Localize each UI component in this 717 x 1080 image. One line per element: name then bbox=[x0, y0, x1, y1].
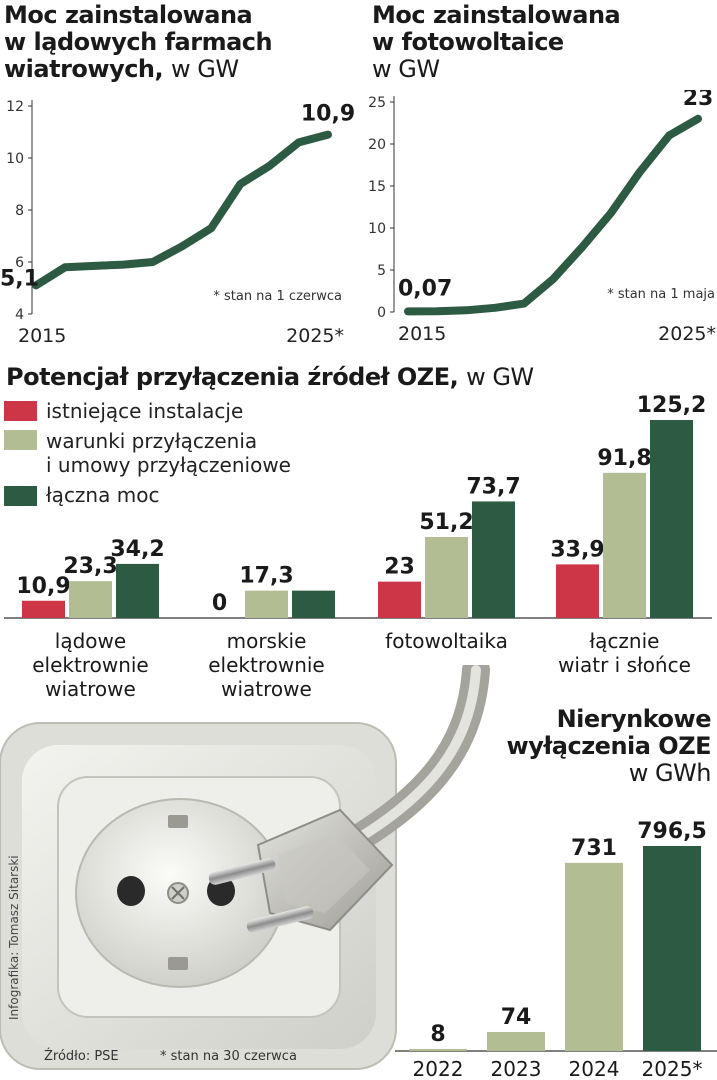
legend-swatch-dark-green bbox=[4, 486, 37, 506]
potential-bar bbox=[116, 563, 159, 618]
potential-category-label: wiatrowe bbox=[45, 677, 136, 700]
curtailment-category-label: 2024 bbox=[569, 1057, 620, 1080]
potential-bar-label: 91,8 bbox=[597, 446, 651, 471]
wind-y-tick-label: 10 bbox=[6, 151, 24, 167]
curtailment-title-line-1: Nierynkowe bbox=[556, 705, 712, 733]
author-credit: Infografika: Tomasz Sitarski bbox=[5, 855, 23, 1020]
pv-x-label-end: 2025* bbox=[658, 323, 716, 345]
wind-y-tick-label: 4 bbox=[15, 307, 24, 323]
pv-y-tick-label: 10 bbox=[368, 221, 386, 237]
potential-bar-chart: 10,923,334,2lądoweelektrowniewiatrowe017… bbox=[4, 393, 712, 700]
potential-bar bbox=[292, 590, 335, 618]
curtailment-category-label: 2022 bbox=[413, 1057, 464, 1080]
pv-y-tick-label: 0 bbox=[377, 305, 386, 321]
curtailment-bar-label: 796,5 bbox=[637, 819, 707, 844]
socket-plug-illustration bbox=[0, 665, 490, 1070]
wind-first-value-label: 5,1 bbox=[0, 266, 39, 291]
author-credit-text: Infografika: Tomasz Sitarski bbox=[7, 855, 21, 1020]
potential-bar bbox=[650, 420, 693, 618]
pv-unit: w GW bbox=[372, 55, 440, 83]
potential-chart-title: Potencjał przyłączenia źródeł OZE, w GW bbox=[6, 364, 534, 391]
potential-bar-label: 10,9 bbox=[16, 574, 70, 599]
plug-pin-bottom bbox=[246, 906, 314, 933]
potential-bar-label: 33,9 bbox=[550, 537, 604, 562]
pv-y-tick-label: 20 bbox=[368, 137, 386, 153]
wind-title-line-3: wiatrowych, bbox=[4, 55, 164, 83]
pv-title-line-2: w fotowoltaice bbox=[372, 28, 564, 56]
potential-bar-label: 23,3 bbox=[63, 554, 117, 579]
wind-x-label-start: 2015 bbox=[18, 325, 66, 347]
wind-x-label-end: 2025* bbox=[286, 325, 344, 347]
potential-title-text: Potencjał przyłączenia źródeł OZE, bbox=[6, 363, 459, 391]
potential-category-label: elektrownie bbox=[32, 653, 149, 677]
potential-bar-label: 0 bbox=[212, 591, 227, 616]
legend-label-conditions-1: warunki przyłączenia bbox=[46, 429, 258, 453]
wind-y-tick-label: 8 bbox=[15, 203, 24, 219]
potential-bar bbox=[603, 472, 646, 618]
wind-title-line-2: w lądowych farmach bbox=[4, 28, 273, 56]
potential-category-label: łącznie bbox=[590, 629, 660, 653]
curtailment-unit: w GWh bbox=[628, 759, 712, 787]
curtailment-bar-chart: 8 2022 74 2023 731 2024 796,5 2025* bbox=[395, 819, 717, 1080]
legend-swatch-light-green bbox=[4, 430, 37, 450]
potential-category-label: morskie bbox=[227, 629, 307, 653]
pv-chart-title: Moc zainstalowana w fotowoltaice w GW bbox=[372, 1, 621, 83]
pv-y-tick-label: 15 bbox=[368, 179, 386, 195]
pv-note: * stan na 1 maja bbox=[607, 287, 715, 302]
curtailment-title-line-2: wyłączenia OZE bbox=[506, 732, 712, 760]
curtailment-bar bbox=[487, 1031, 545, 1051]
pv-first-value-label: 0,07 bbox=[398, 276, 452, 301]
wind-note: * stan na 1 czerwca bbox=[213, 289, 342, 304]
pv-line-chart: 0 5 10 15 20 25 0,07 23 2015 2025* * stan na 1 maj… bbox=[368, 90, 716, 345]
legend-label-existing: istniejące instalacje bbox=[46, 399, 244, 423]
curtailment-bar-label: 74 bbox=[501, 1005, 532, 1030]
potential-bar bbox=[69, 581, 112, 618]
pv-title-line-1: Moc zainstalowana bbox=[372, 1, 621, 29]
potential-category-label: elektrownie bbox=[208, 653, 325, 677]
wind-title-line-1: Moc zainstalowana bbox=[4, 1, 253, 29]
wind-line-chart: 4 6 8 10 12 5,1 10,9 2015 2025* * stan na 1 czerw… bbox=[0, 99, 355, 347]
potential-bar bbox=[472, 501, 515, 618]
potential-category-label: wiatrowe bbox=[221, 677, 312, 700]
potential-bar-label: 23 bbox=[384, 555, 415, 580]
potential-bar-label: 34,2 bbox=[110, 537, 164, 562]
curtailment-bar bbox=[565, 862, 623, 1051]
curtailment-chart-title: Nierynkowe wyłączenia OZE w GWh bbox=[506, 705, 712, 787]
potential-category-label: lądowe bbox=[55, 629, 126, 653]
wind-series-line bbox=[32, 130, 332, 290]
potential-bar bbox=[22, 600, 65, 618]
legend-label-conditions-2: i umowy przyłączeniowe bbox=[46, 453, 291, 477]
potential-bar bbox=[425, 537, 468, 618]
source-credit: Źródło: PSE bbox=[44, 1049, 119, 1064]
potential-bar bbox=[556, 564, 599, 618]
potential-bar-label: 125,2 bbox=[637, 393, 707, 418]
curtailment-bar-label: 8 bbox=[430, 1022, 445, 1047]
pv-last-value-label: 23 bbox=[683, 90, 714, 111]
pv-y-tick-label: 5 bbox=[377, 263, 386, 279]
wind-y-tick-label: 12 bbox=[6, 99, 24, 115]
wind-unit: w GW bbox=[171, 55, 239, 83]
pv-y-tick-label: 25 bbox=[368, 95, 386, 111]
potential-bar bbox=[378, 581, 421, 618]
wind-chart-title: Moc zainstalowana w lądowych farmach wia… bbox=[4, 1, 273, 83]
potential-bar-label: 17,3 bbox=[239, 564, 293, 589]
footnote: * stan na 30 czerwca bbox=[160, 1049, 297, 1064]
curtailment-bar bbox=[643, 846, 701, 1051]
curtailment-bar-label: 731 bbox=[571, 836, 617, 861]
potential-category-label: wiatr i słońce bbox=[558, 653, 691, 677]
legend-swatch-red bbox=[4, 401, 37, 421]
wind-y-tick-label: 6 bbox=[15, 255, 24, 271]
wind-last-value-label: 10,9 bbox=[301, 102, 355, 127]
potential-category-label: fotowoltaika bbox=[385, 629, 508, 653]
plug-pin-top bbox=[208, 858, 276, 885]
potential-bar-label: 51,2 bbox=[419, 510, 473, 535]
curtailment-category-label: 2023 bbox=[491, 1057, 542, 1080]
curtailment-bar bbox=[409, 1048, 467, 1051]
potential-bar-label: 73,7 bbox=[466, 474, 520, 499]
legend-label-total: łączna moc bbox=[46, 483, 160, 507]
curtailment-category-label: 2025* bbox=[642, 1057, 703, 1080]
potential-unit: w GW bbox=[466, 363, 534, 391]
pv-x-label-start: 2015 bbox=[398, 323, 446, 345]
potential-bar bbox=[245, 590, 288, 618]
